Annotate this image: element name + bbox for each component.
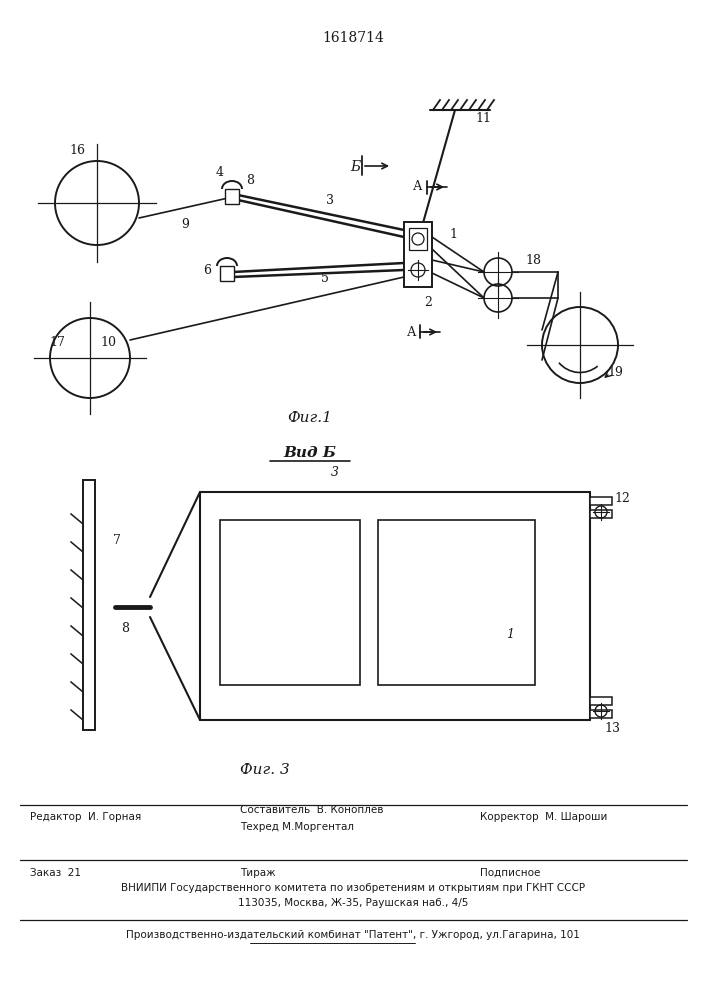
Text: Производственно-издательский комбинат "Патент", г. Ужгород, ул.Гагарина, 101: Производственно-издательский комбинат "П… bbox=[126, 930, 580, 940]
Text: 2: 2 bbox=[424, 296, 432, 310]
Bar bbox=[378, 520, 535, 685]
Text: 113035, Москва, Ж-35, Раушская наб., 4/5: 113035, Москва, Ж-35, Раушская наб., 4/5 bbox=[238, 898, 468, 908]
Text: 6: 6 bbox=[203, 263, 211, 276]
Bar bbox=[590, 697, 612, 705]
Bar bbox=[409, 228, 427, 250]
Text: 3: 3 bbox=[331, 466, 339, 479]
Bar bbox=[590, 497, 612, 505]
Text: А: А bbox=[407, 326, 416, 338]
Text: 1: 1 bbox=[506, 629, 514, 642]
Text: Вид Б: Вид Б bbox=[284, 446, 337, 460]
Text: Техред М.Моргентал: Техред М.Моргентал bbox=[240, 822, 354, 832]
Bar bbox=[590, 510, 612, 518]
Text: 17: 17 bbox=[49, 336, 65, 350]
Text: 18: 18 bbox=[525, 253, 541, 266]
Bar bbox=[590, 710, 612, 718]
Text: Составитель  В. Коноплев: Составитель В. Коноплев bbox=[240, 805, 383, 815]
Text: 5: 5 bbox=[321, 271, 329, 284]
Text: 4: 4 bbox=[216, 165, 224, 178]
Bar bbox=[404, 222, 432, 287]
Text: 8: 8 bbox=[121, 622, 129, 636]
Text: 1: 1 bbox=[449, 229, 457, 241]
Bar bbox=[220, 520, 360, 685]
Text: Фиг. 3: Фиг. 3 bbox=[240, 763, 290, 777]
Text: А: А bbox=[414, 180, 423, 194]
Text: Подписное: Подписное bbox=[480, 868, 540, 878]
Text: 13: 13 bbox=[604, 722, 620, 734]
Text: ВНИИПИ Государственного комитета по изобретениям и открытиям при ГКНТ СССР: ВНИИПИ Государственного комитета по изоб… bbox=[121, 883, 585, 893]
Bar bbox=[225, 189, 239, 204]
Text: Корректор  М. Шароши: Корректор М. Шароши bbox=[480, 812, 607, 822]
Bar bbox=[83, 480, 95, 730]
Text: 12: 12 bbox=[614, 491, 630, 504]
Text: Заказ  21: Заказ 21 bbox=[30, 868, 81, 878]
Text: 10: 10 bbox=[100, 336, 116, 350]
Text: 9: 9 bbox=[181, 219, 189, 232]
Text: 11: 11 bbox=[475, 111, 491, 124]
Text: 3: 3 bbox=[326, 194, 334, 207]
Text: 7: 7 bbox=[113, 534, 121, 546]
Bar bbox=[220, 266, 234, 281]
Text: Б: Б bbox=[350, 160, 360, 174]
Text: Редактор  И. Горная: Редактор И. Горная bbox=[30, 812, 141, 822]
Text: 19: 19 bbox=[607, 366, 623, 379]
Text: Тираж: Тираж bbox=[240, 868, 276, 878]
Text: 1618714: 1618714 bbox=[322, 31, 384, 45]
Text: 8: 8 bbox=[246, 174, 254, 186]
Text: 16: 16 bbox=[69, 144, 85, 157]
Text: Фиг.1: Фиг.1 bbox=[288, 411, 332, 425]
